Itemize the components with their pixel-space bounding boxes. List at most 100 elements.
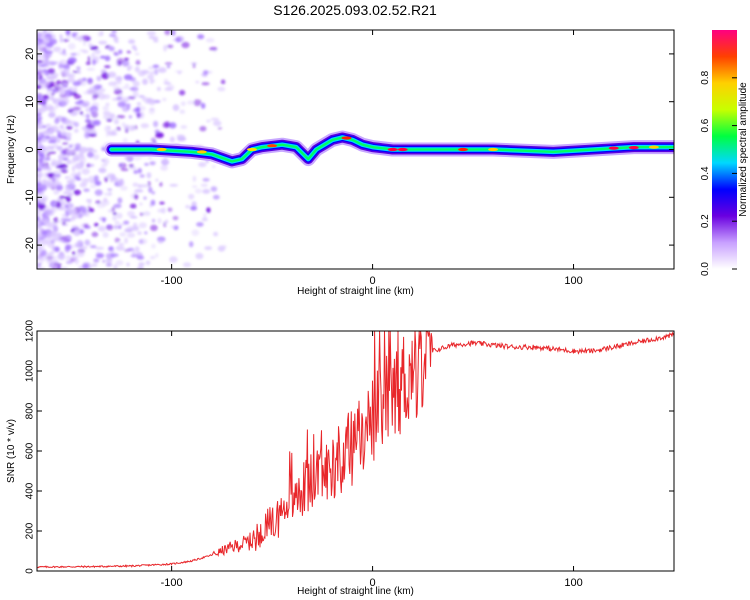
noise-blob	[153, 68, 159, 76]
noise-blob	[118, 223, 125, 226]
noise-blob	[71, 208, 77, 214]
noise-blob	[66, 30, 71, 36]
noise-blob	[47, 243, 55, 248]
noise-blob	[135, 59, 141, 66]
colorbar-tick-label: 0.6	[700, 118, 711, 132]
noise-blob	[64, 89, 73, 97]
noise-blob	[113, 51, 118, 55]
signal-hotspot	[341, 136, 352, 140]
signal-hotspot	[458, 147, 468, 152]
noise-blob	[148, 36, 155, 39]
noise-blob	[77, 212, 83, 219]
noise-blob	[87, 77, 93, 83]
y-tick-label: 1000	[25, 359, 36, 382]
noise-blob	[137, 168, 142, 174]
noise-blob	[88, 133, 97, 137]
y-tick-label: 600	[25, 442, 36, 459]
noise-blob	[87, 205, 91, 209]
noise-blob	[107, 188, 113, 191]
noise-blob	[94, 189, 103, 196]
noise-blob	[126, 262, 130, 267]
noise-blob	[63, 239, 71, 242]
colorbar-tick-label: 0.2	[700, 214, 711, 228]
noise-blob	[163, 78, 169, 84]
noise-blob	[155, 178, 159, 182]
noise-blob	[67, 57, 77, 64]
noise-blob	[164, 30, 171, 36]
noise-blob	[113, 36, 119, 42]
noise-blob	[37, 74, 40, 80]
noise-blob	[65, 195, 72, 203]
y-axis-label: SNR (10 * v/v)	[6, 419, 17, 483]
noise-blob	[49, 250, 55, 254]
noise-blob	[66, 204, 74, 209]
noise-blob	[124, 83, 130, 88]
noise-blob	[195, 252, 204, 260]
noise-blob	[96, 203, 106, 209]
noise-blob	[95, 253, 105, 259]
noise-blob	[129, 166, 138, 170]
noise-blob	[112, 85, 121, 91]
noise-blob	[93, 91, 103, 94]
noise-blob	[102, 111, 111, 115]
noise-blob	[116, 212, 123, 219]
noise-blob	[102, 231, 109, 238]
noise-blob	[138, 262, 145, 267]
noise-blob	[60, 131, 68, 136]
snr-background	[37, 331, 674, 571]
noise-blob	[63, 70, 68, 77]
noise-blob	[127, 247, 135, 252]
noise-blob	[97, 31, 102, 37]
noise-blob	[109, 33, 117, 37]
noise-blob	[129, 77, 136, 82]
noise-blob	[59, 207, 67, 211]
noise-blob	[37, 235, 40, 240]
noise-blob	[169, 184, 179, 187]
noise-blob	[44, 103, 53, 111]
noise-blob	[86, 164, 95, 167]
noise-blob	[150, 224, 158, 232]
noise-blob	[107, 71, 117, 78]
noise-blob	[62, 38, 70, 42]
noise-blob	[37, 55, 42, 59]
noise-blob	[46, 185, 51, 188]
noise-blob	[117, 101, 126, 108]
noise-blob	[164, 62, 173, 66]
noise-blob	[217, 126, 222, 130]
noise-blob	[163, 157, 168, 164]
noise-blob	[61, 136, 66, 140]
noise-blob	[38, 152, 45, 157]
noise-blob	[169, 256, 178, 263]
y-tick-label: 200	[25, 522, 36, 539]
noise-blob	[48, 127, 57, 132]
noise-blob	[119, 232, 127, 237]
noise-blob	[145, 260, 151, 266]
noise-blob	[37, 254, 43, 261]
noise-blob	[50, 240, 55, 244]
noise-blob	[114, 237, 121, 243]
noise-blob	[155, 253, 159, 258]
noise-blob	[157, 67, 167, 73]
noise-blob	[67, 149, 76, 154]
noise-blob	[151, 191, 156, 195]
noise-blob	[83, 41, 86, 46]
noise-blob	[37, 210, 41, 217]
noise-blob	[166, 65, 171, 69]
noise-blob	[157, 240, 164, 244]
noise-blob	[69, 177, 74, 184]
y-tick-label: 10	[24, 96, 36, 108]
noise-blob	[57, 132, 62, 138]
noise-blob	[114, 40, 119, 43]
noise-blob	[166, 84, 175, 91]
noise-blob	[87, 151, 94, 158]
signal-hotspot	[628, 146, 639, 150]
noise-blob	[205, 37, 215, 43]
noise-blob	[180, 125, 188, 129]
noise-blob	[49, 136, 58, 142]
noise-blob	[58, 96, 63, 101]
noise-blob	[58, 254, 66, 261]
noise-blob	[133, 190, 138, 195]
noise-blob	[78, 206, 87, 213]
noise-blob	[217, 245, 226, 252]
